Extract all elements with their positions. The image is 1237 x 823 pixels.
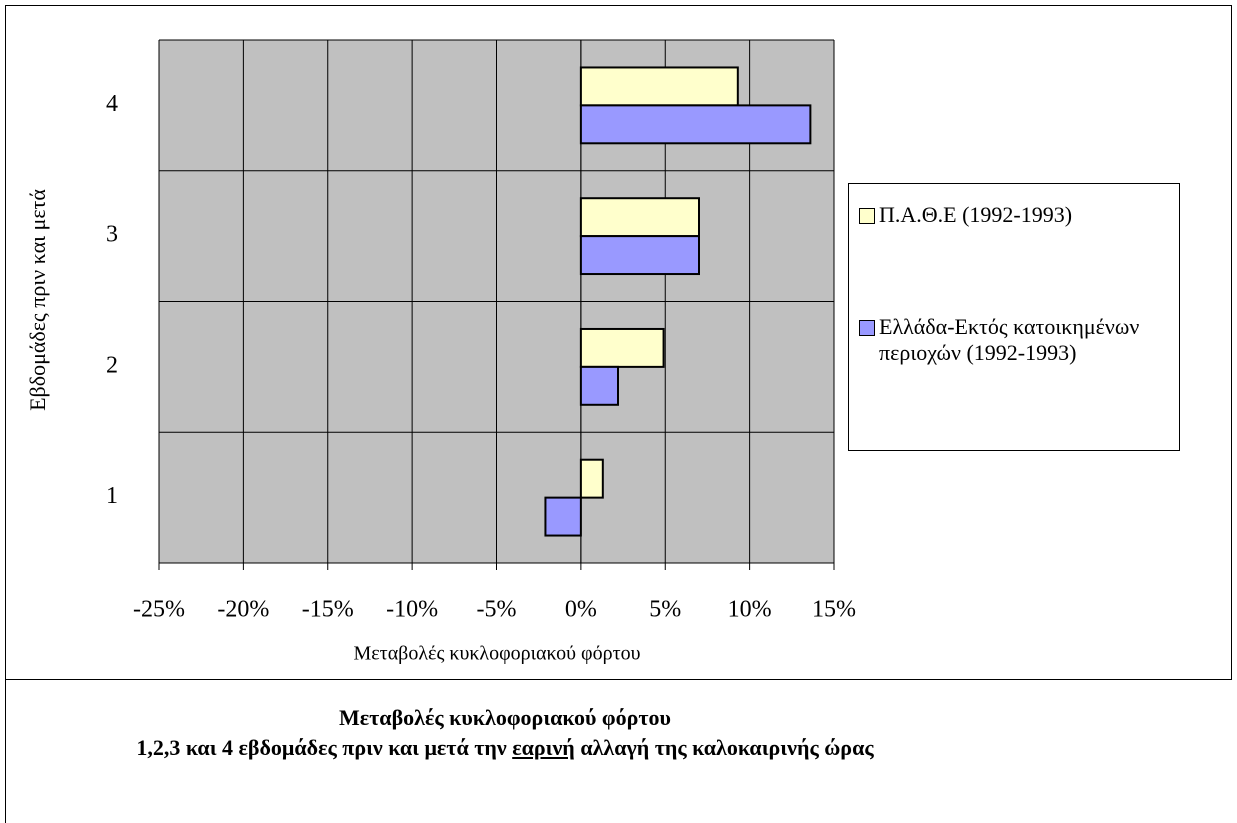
legend-swatch [859, 208, 875, 224]
legend-label: Π.Α.Θ.Ε (1992-1993) [879, 202, 1073, 227]
y-tick-label: 1 [106, 483, 118, 509]
bar [579, 66, 739, 107]
subtitle-part: 1,2,3 και 4 εβδομάδες πριν και μετά την [136, 735, 513, 760]
x-tick-label: 15% [812, 597, 856, 623]
legend: Π.Α.Θ.Ε (1992-1993) Ελλάδα-Εκτός κατοικημ… [848, 183, 1180, 451]
y-tick-label: 2 [106, 352, 118, 378]
subtitle-part: αλλαγή της καλοκαιρινής ώρας [574, 735, 874, 760]
legend-label: Ελλάδα-Εκτός κατοικημένων περιοχών (1992… [879, 314, 1140, 365]
bar [579, 327, 665, 368]
x-tick-label: -20% [217, 597, 269, 623]
bar [579, 365, 619, 406]
subtitle: 1,2,3 και 4 εβδομάδες πριν και μετά την … [10, 733, 1000, 763]
x-tick-label: 10% [728, 597, 772, 623]
legend-swatch [859, 320, 875, 336]
bar [579, 104, 812, 145]
y-tick-label: 4 [106, 91, 118, 117]
x-tick-label: -5% [477, 597, 517, 623]
x-tick-label: 0% [565, 597, 597, 623]
bar [544, 496, 582, 537]
chart-title: Μεταβολές κυκλοφοριακού φόρτου 1,2,3 και… [10, 703, 1000, 763]
bar [579, 197, 700, 238]
x-tick-label: -25% [133, 597, 185, 623]
frame [5, 5, 1232, 680]
x-axis-label: Μεταβολές κυκλοφοριακού φόρτου [353, 643, 640, 665]
bar [579, 235, 700, 276]
bar [579, 458, 604, 499]
title-line: Μεταβολές κυκλοφοριακού φόρτου [339, 705, 671, 730]
x-tick-label: -10% [386, 597, 438, 623]
y-axis-label: Εβδομάδες πριν και μετά [25, 189, 50, 411]
legend-entry: Ελλάδα-Εκτός κατοικημένων περιοχών (1992… [859, 314, 1184, 366]
x-tick-label: 5% [649, 597, 681, 623]
legend-entry: Π.Α.Θ.Ε (1992-1993) [859, 202, 1184, 228]
x-tick-label: -15% [302, 597, 354, 623]
subtitle-emphasis: εαρινή [512, 735, 575, 760]
y-tick-label: 3 [106, 222, 118, 248]
